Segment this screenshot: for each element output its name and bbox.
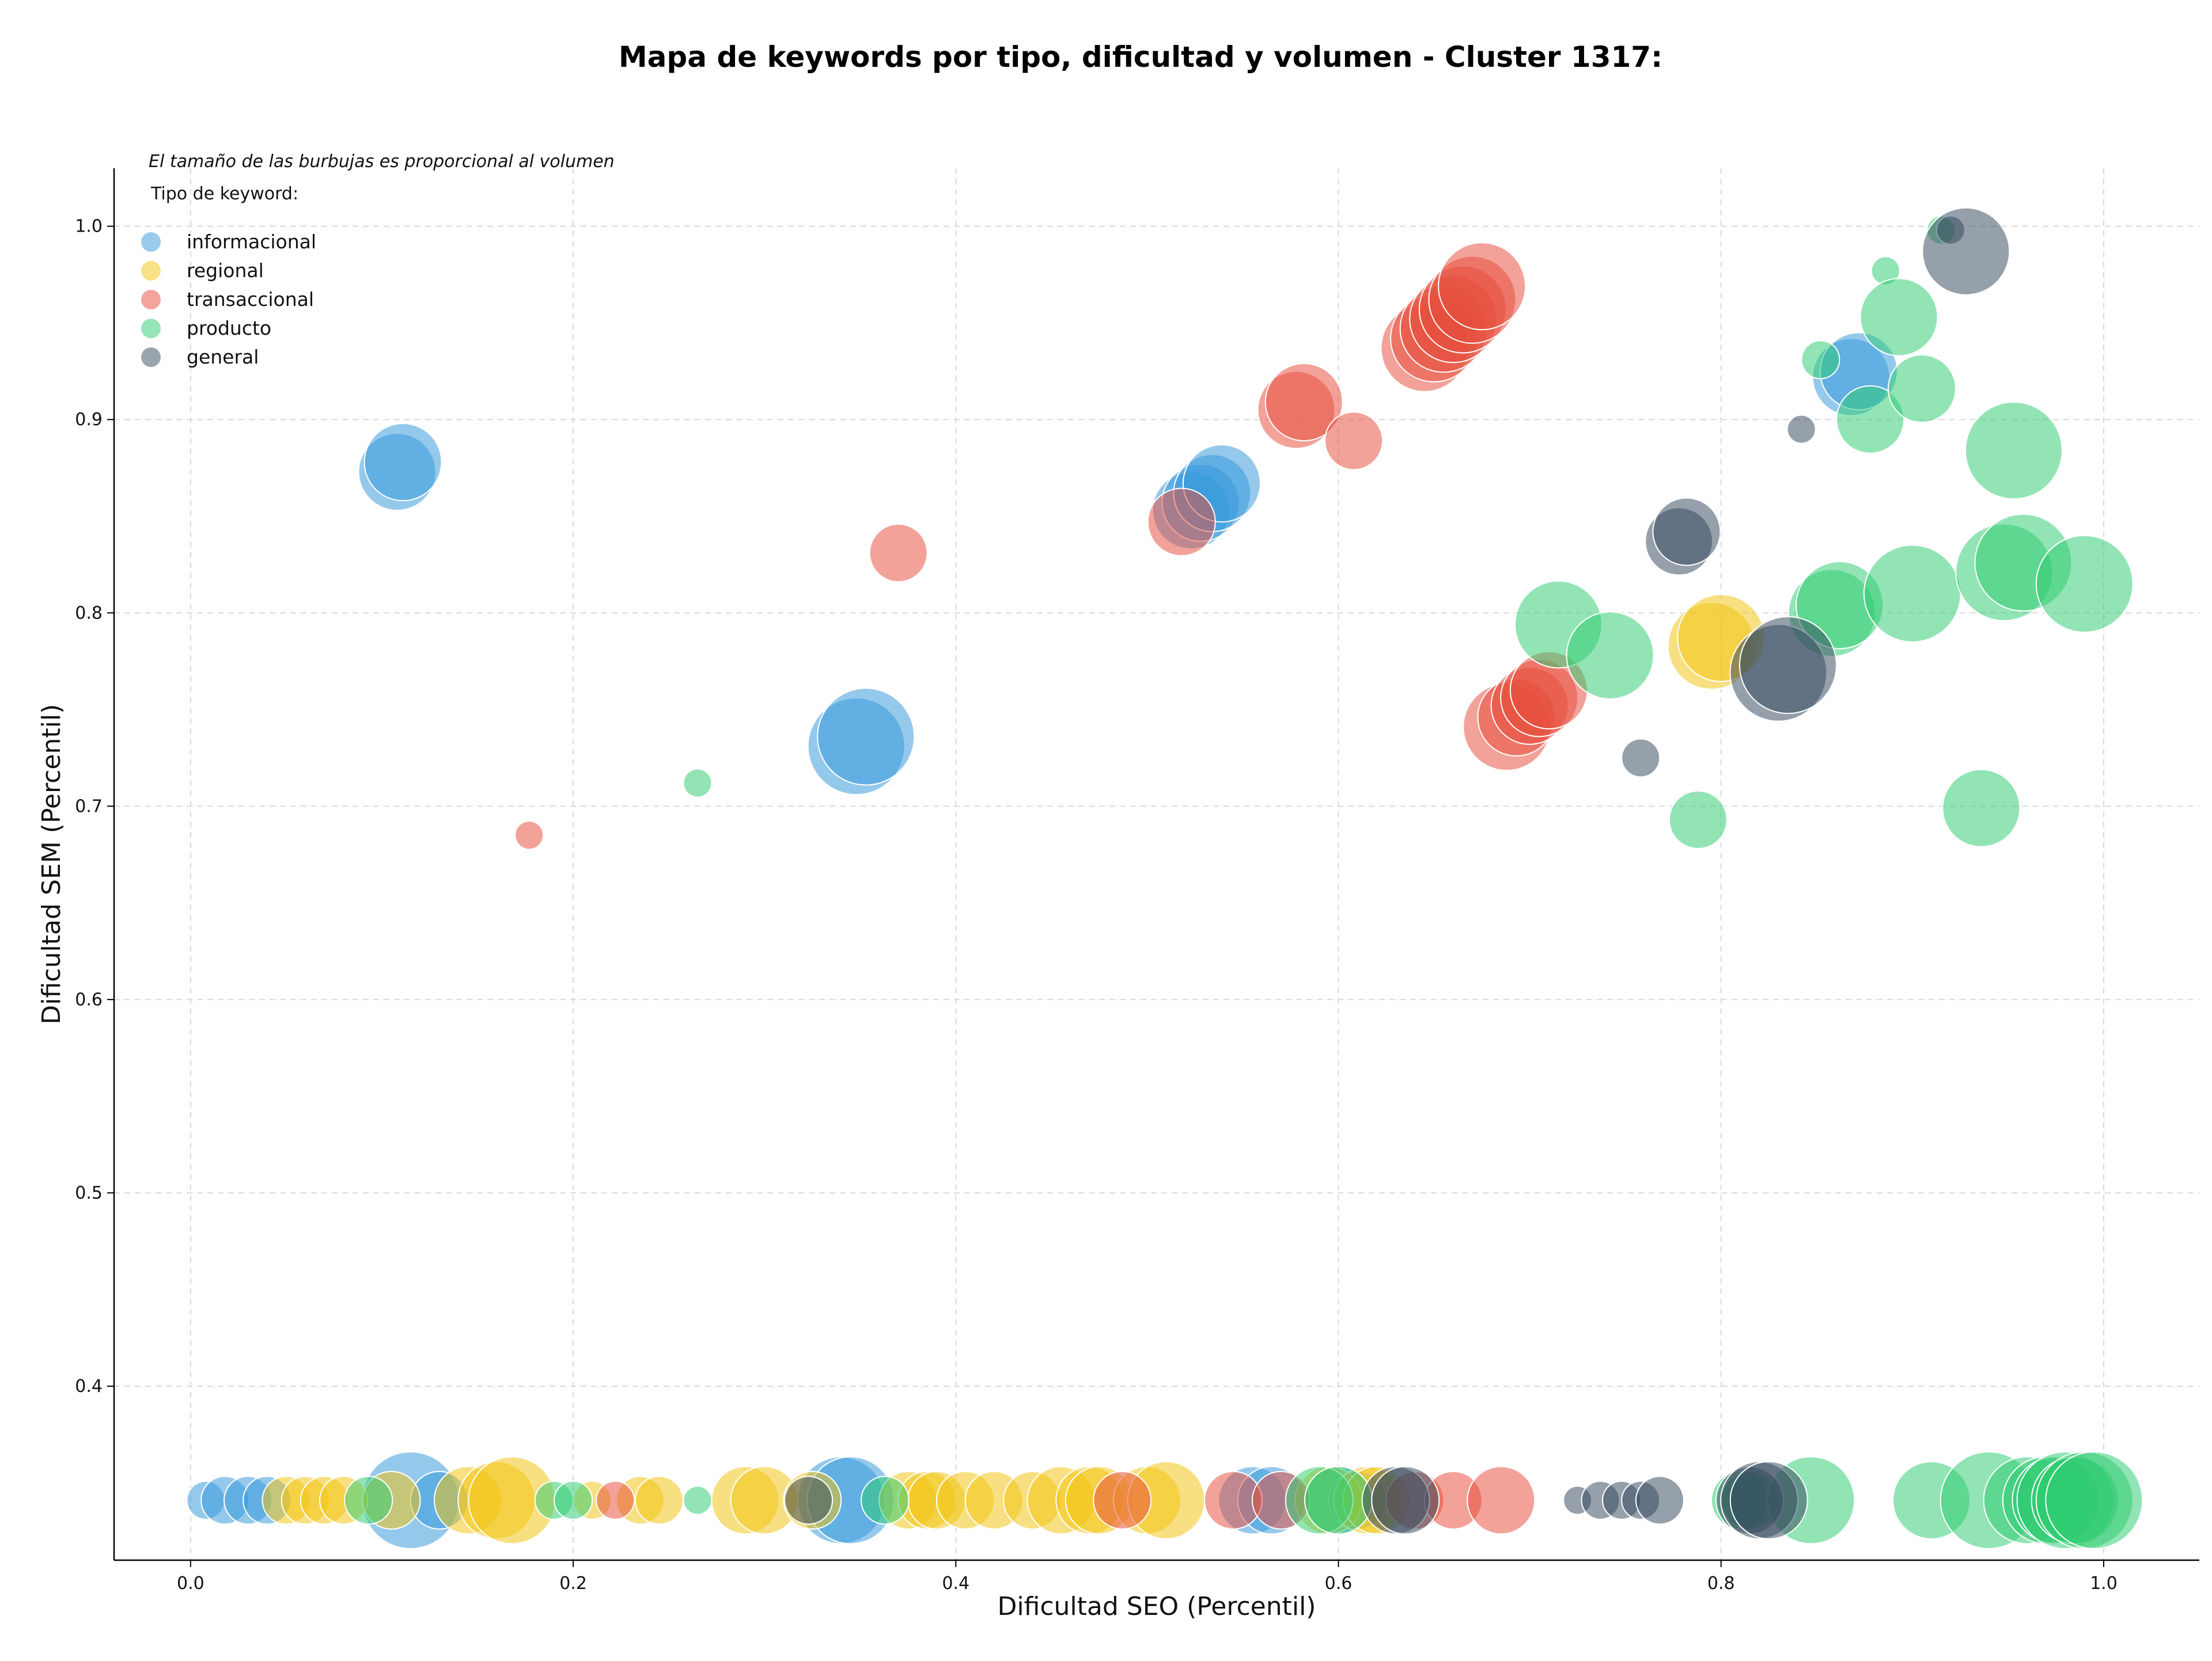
x-tick-label: 0.0 bbox=[177, 1573, 204, 1594]
bubble-producto bbox=[1566, 611, 1654, 700]
bubble-general bbox=[1621, 738, 1661, 778]
legend-marker-informacional bbox=[141, 232, 161, 252]
legend-label-general: general bbox=[187, 346, 259, 368]
bubble-transaccional bbox=[514, 820, 544, 850]
bubble-producto bbox=[683, 1485, 713, 1515]
bubble-transaccional bbox=[1324, 411, 1384, 471]
bubble-general bbox=[1922, 207, 2010, 296]
bubble-producto bbox=[1801, 340, 1840, 380]
legend-marker-general bbox=[141, 347, 161, 367]
bubble-producto bbox=[344, 1475, 393, 1525]
chart-title: Mapa de keywords por tipo, dificultad y … bbox=[619, 40, 1662, 74]
legend-label-producto: producto bbox=[187, 317, 271, 339]
legend-marker-producto bbox=[141, 319, 161, 338]
bubble-producto bbox=[1859, 278, 1938, 357]
bubble-general bbox=[784, 1475, 834, 1525]
y-tick-label: 0.9 bbox=[75, 410, 103, 430]
legend-marker-transaccional bbox=[141, 290, 161, 309]
x-axis-label: Dificultad SEO (Percentil) bbox=[998, 1592, 1316, 1621]
legend-label-informacional: informacional bbox=[187, 230, 316, 253]
bubble-general bbox=[1729, 1461, 1808, 1539]
bubble-producto bbox=[1942, 769, 2021, 847]
bubble-transaccional bbox=[1438, 242, 1527, 331]
bubble-producto bbox=[2045, 1451, 2143, 1549]
axes-layer bbox=[113, 168, 2199, 1561]
bubble-transaccional bbox=[596, 1480, 635, 1520]
bubble-general bbox=[1738, 616, 1837, 714]
bubble-transaccional bbox=[1147, 487, 1216, 557]
legend-title: Tipo de keyword: bbox=[150, 184, 298, 204]
y-tick-label: 0.8 bbox=[75, 603, 103, 623]
x-tick-label: 0.2 bbox=[559, 1573, 587, 1594]
y-tick-label: 1.0 bbox=[75, 217, 103, 237]
bubble-informacional bbox=[363, 423, 442, 502]
bubble-producto bbox=[1668, 790, 1728, 849]
bubble-producto bbox=[1836, 385, 1905, 454]
legend-marker-regional bbox=[141, 261, 161, 281]
y-tick-label: 0.7 bbox=[75, 796, 103, 816]
y-axis-label: Dificultad SEM (Percentil) bbox=[37, 704, 66, 1024]
bubble-general bbox=[1652, 497, 1721, 566]
bubble-producto bbox=[1863, 544, 1961, 643]
bubble-general bbox=[1371, 1466, 1440, 1535]
y-tick-label: 0.6 bbox=[75, 990, 103, 1010]
bubble-regional bbox=[635, 1475, 684, 1525]
legend-items: informacional regional transaccional produc… bbox=[141, 230, 316, 368]
bubble-transaccional bbox=[1093, 1470, 1152, 1530]
bubble-producto bbox=[1887, 354, 1956, 423]
bubble-transaccional bbox=[1467, 1466, 1536, 1535]
bubble-producto bbox=[860, 1475, 910, 1525]
y-tick-label: 0.5 bbox=[75, 1183, 103, 1203]
bubble-transaccional bbox=[869, 523, 928, 582]
x-tick-label: 0.6 bbox=[1325, 1573, 1353, 1594]
bubble-size-note: El tamaño de las burbujas es proporciona… bbox=[149, 152, 615, 172]
x-tick-label: 1.0 bbox=[2090, 1573, 2118, 1594]
bubble-informacional bbox=[817, 687, 915, 786]
bubble-producto bbox=[1964, 401, 2063, 500]
bubble-general bbox=[1786, 414, 1816, 444]
bubble-transaccional bbox=[1264, 363, 1343, 442]
x-tick-label: 0.8 bbox=[1707, 1573, 1735, 1594]
y-tick-label: 0.4 bbox=[75, 1376, 103, 1397]
bubble-producto bbox=[2035, 535, 2134, 633]
legend: Tipo de keyword: informacional regional tr… bbox=[141, 184, 316, 368]
bubble-producto bbox=[554, 1480, 593, 1520]
legend-label-regional: regional bbox=[187, 259, 264, 282]
bubble-general bbox=[1635, 1475, 1684, 1525]
tick-layer: 0.0 0.2 0.4 0.6 0.8 1.0 0.4 0.5 0.6 0.7 0.8 0.9 1.0 bbox=[75, 217, 2118, 1594]
bubble-producto bbox=[683, 768, 713, 798]
x-tick-label: 0.4 bbox=[942, 1573, 969, 1594]
legend-label-transaccional: transaccional bbox=[187, 288, 314, 311]
bubble-layer bbox=[186, 207, 2143, 1549]
